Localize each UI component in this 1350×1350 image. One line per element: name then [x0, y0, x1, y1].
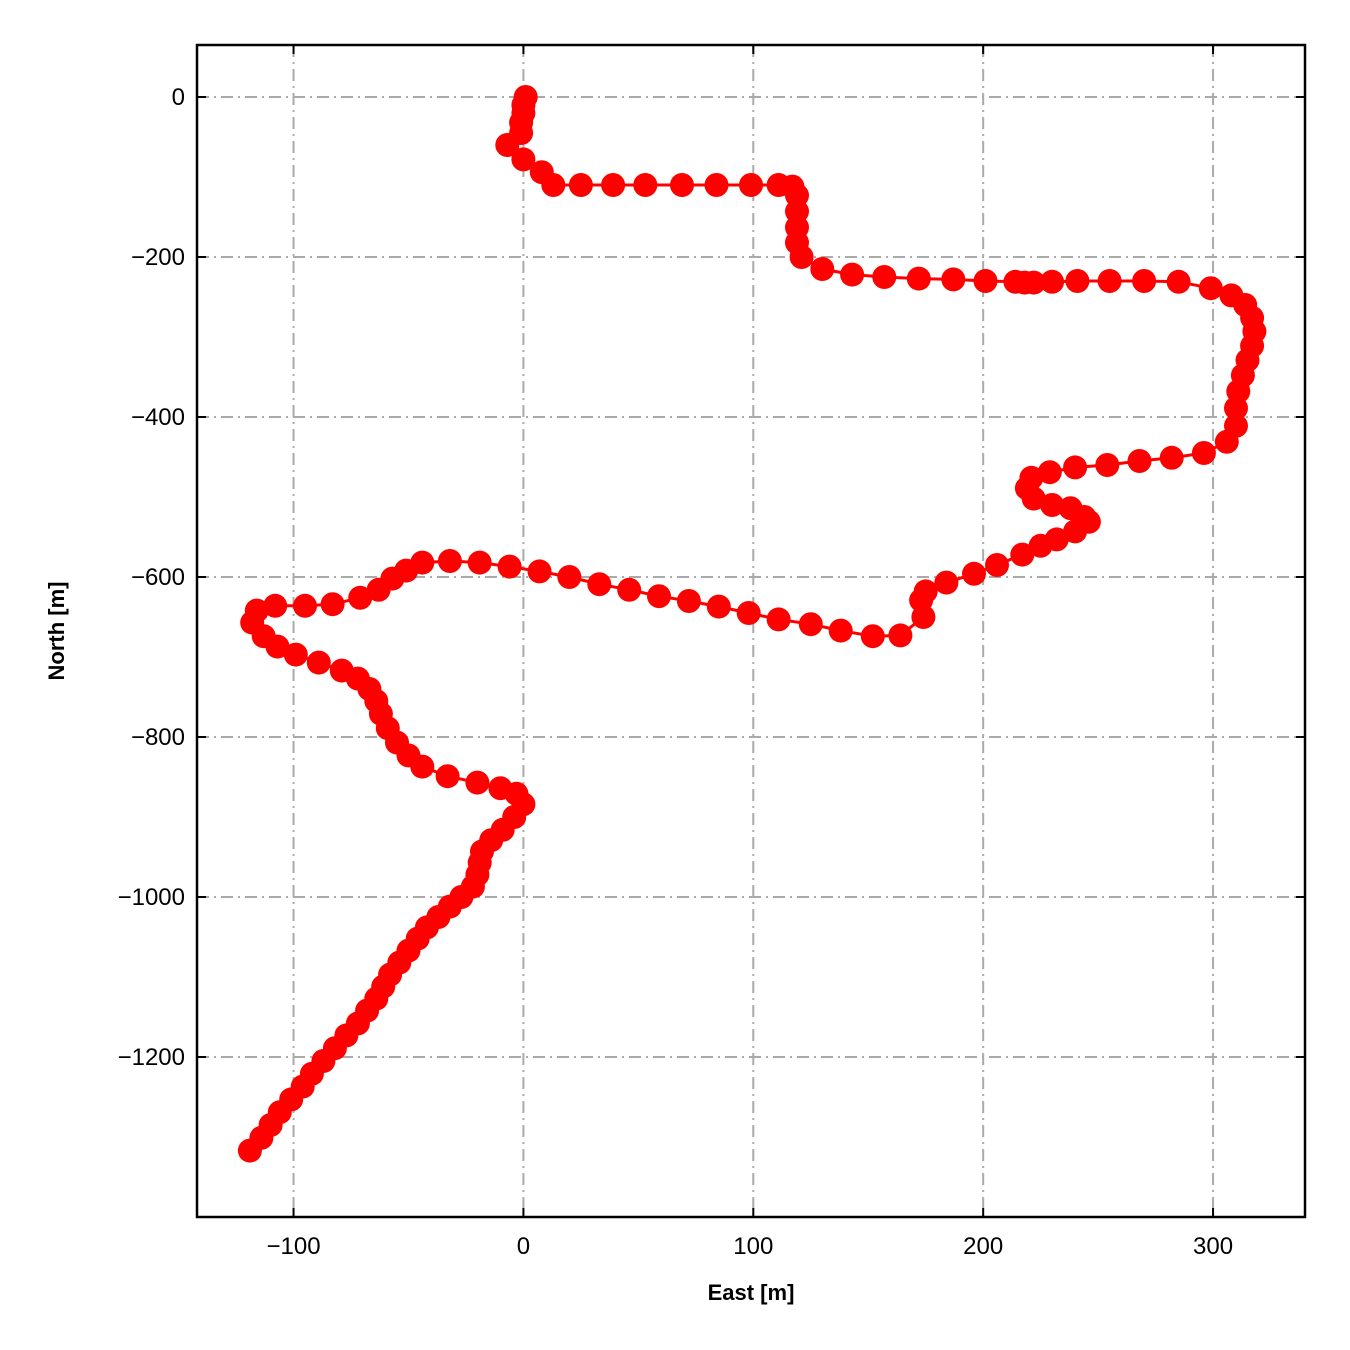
trajectory-point [587, 572, 612, 597]
trajectory-point [465, 770, 490, 795]
trajectory-point [306, 650, 331, 675]
x-tick-label: −100 [267, 1233, 321, 1260]
trajectory-point [283, 642, 308, 667]
y-tick-label: 0 [172, 84, 185, 111]
trajectory-point [736, 601, 761, 625]
x-axis-label: East [m] [708, 1280, 795, 1305]
trajectory-point [1028, 533, 1053, 558]
trajectory-point [872, 265, 897, 289]
trajectory-point [495, 133, 520, 157]
trajectory-point [568, 173, 593, 197]
y-tick-label: −400 [131, 404, 185, 431]
y-tick-label: −600 [131, 564, 185, 591]
plot-frame [195, 43, 1307, 1219]
trajectory-series [237, 85, 1267, 1163]
tick-labels: −100 0 100 200 3000−200−400−600−800−1000−120… [118, 84, 1233, 1260]
trajectory-point [973, 269, 998, 293]
trajectory-point [527, 559, 552, 584]
trajectory-point [263, 593, 288, 618]
trajectory-point [911, 605, 936, 629]
axis-ticks [197, 45, 1305, 1217]
y-tick-label: −800 [131, 724, 185, 751]
trajectory-point [435, 764, 460, 789]
trajectory-point [410, 754, 435, 779]
trajectory-point [1040, 493, 1065, 517]
trajectory-point [1132, 269, 1157, 293]
trajectory-point [810, 257, 835, 281]
trajectory-point [1065, 269, 1090, 293]
trajectory-point [1037, 460, 1062, 485]
x-tick-label: 300 [1193, 1233, 1233, 1260]
trajectory-point [541, 173, 566, 197]
trajectory-point [1095, 453, 1120, 477]
trajectory-point [840, 262, 865, 287]
trajectory-point [941, 267, 966, 292]
trajectory-point [706, 594, 731, 619]
trajectory-point [828, 618, 853, 643]
y-tick-label: −1000 [118, 884, 185, 911]
trajectory-point [511, 147, 536, 172]
trajectory-point [888, 623, 913, 648]
y-axis-label: North [m] [44, 582, 69, 681]
trajectory-point [293, 593, 317, 618]
x-tick-label: 0 [517, 1233, 530, 1260]
x-tick-label: 200 [963, 1233, 1003, 1260]
y-tick-label: −200 [131, 244, 185, 271]
trajectory-point [1021, 270, 1046, 295]
y-tick-label: −1200 [118, 1044, 185, 1071]
trajectory-point [497, 554, 522, 579]
trajectory-point [985, 553, 1009, 577]
trajectory-point [1063, 519, 1088, 544]
trajectory-point [1224, 396, 1248, 421]
trajectory-point [1191, 441, 1216, 465]
trajectory-point [766, 607, 791, 632]
trajectory-point [962, 561, 986, 586]
trajectory-point [906, 266, 931, 291]
trajectory-point [1021, 486, 1046, 511]
trajectory-point [789, 245, 814, 269]
trajectory-point [265, 634, 290, 659]
trajectory-point [647, 584, 671, 609]
trajectory-point [617, 577, 642, 602]
trajectory-point [557, 565, 582, 589]
trajectory-point [1166, 269, 1191, 294]
trajectory-point [798, 612, 823, 637]
trajectory-point [1198, 276, 1223, 301]
trajectory-point [1040, 269, 1065, 294]
trajectory-point [1159, 445, 1184, 470]
trajectory-point [670, 173, 694, 197]
trajectory-point [437, 549, 462, 573]
trajectory-point [1127, 449, 1152, 473]
trajectory-point [676, 589, 701, 613]
trajectory-point [237, 1138, 262, 1163]
trajectory-point [739, 173, 763, 197]
trajectory-point [467, 550, 492, 575]
trajectory-point [1063, 455, 1088, 480]
trajectory-point [934, 570, 959, 595]
trajectory-point [1010, 542, 1035, 567]
trajectory-point [320, 592, 345, 617]
trajectory-point [633, 173, 658, 197]
grid-lines [197, 45, 1305, 1217]
x-tick-label: 100 [733, 1233, 773, 1260]
trajectory-point [1214, 429, 1239, 454]
trajectory-point [704, 173, 729, 197]
trajectory-point [1097, 269, 1122, 293]
trajectory-point [601, 173, 626, 197]
trajectory-point [366, 577, 391, 602]
trajectory-point [860, 624, 885, 649]
trajectory-point [348, 585, 373, 610]
